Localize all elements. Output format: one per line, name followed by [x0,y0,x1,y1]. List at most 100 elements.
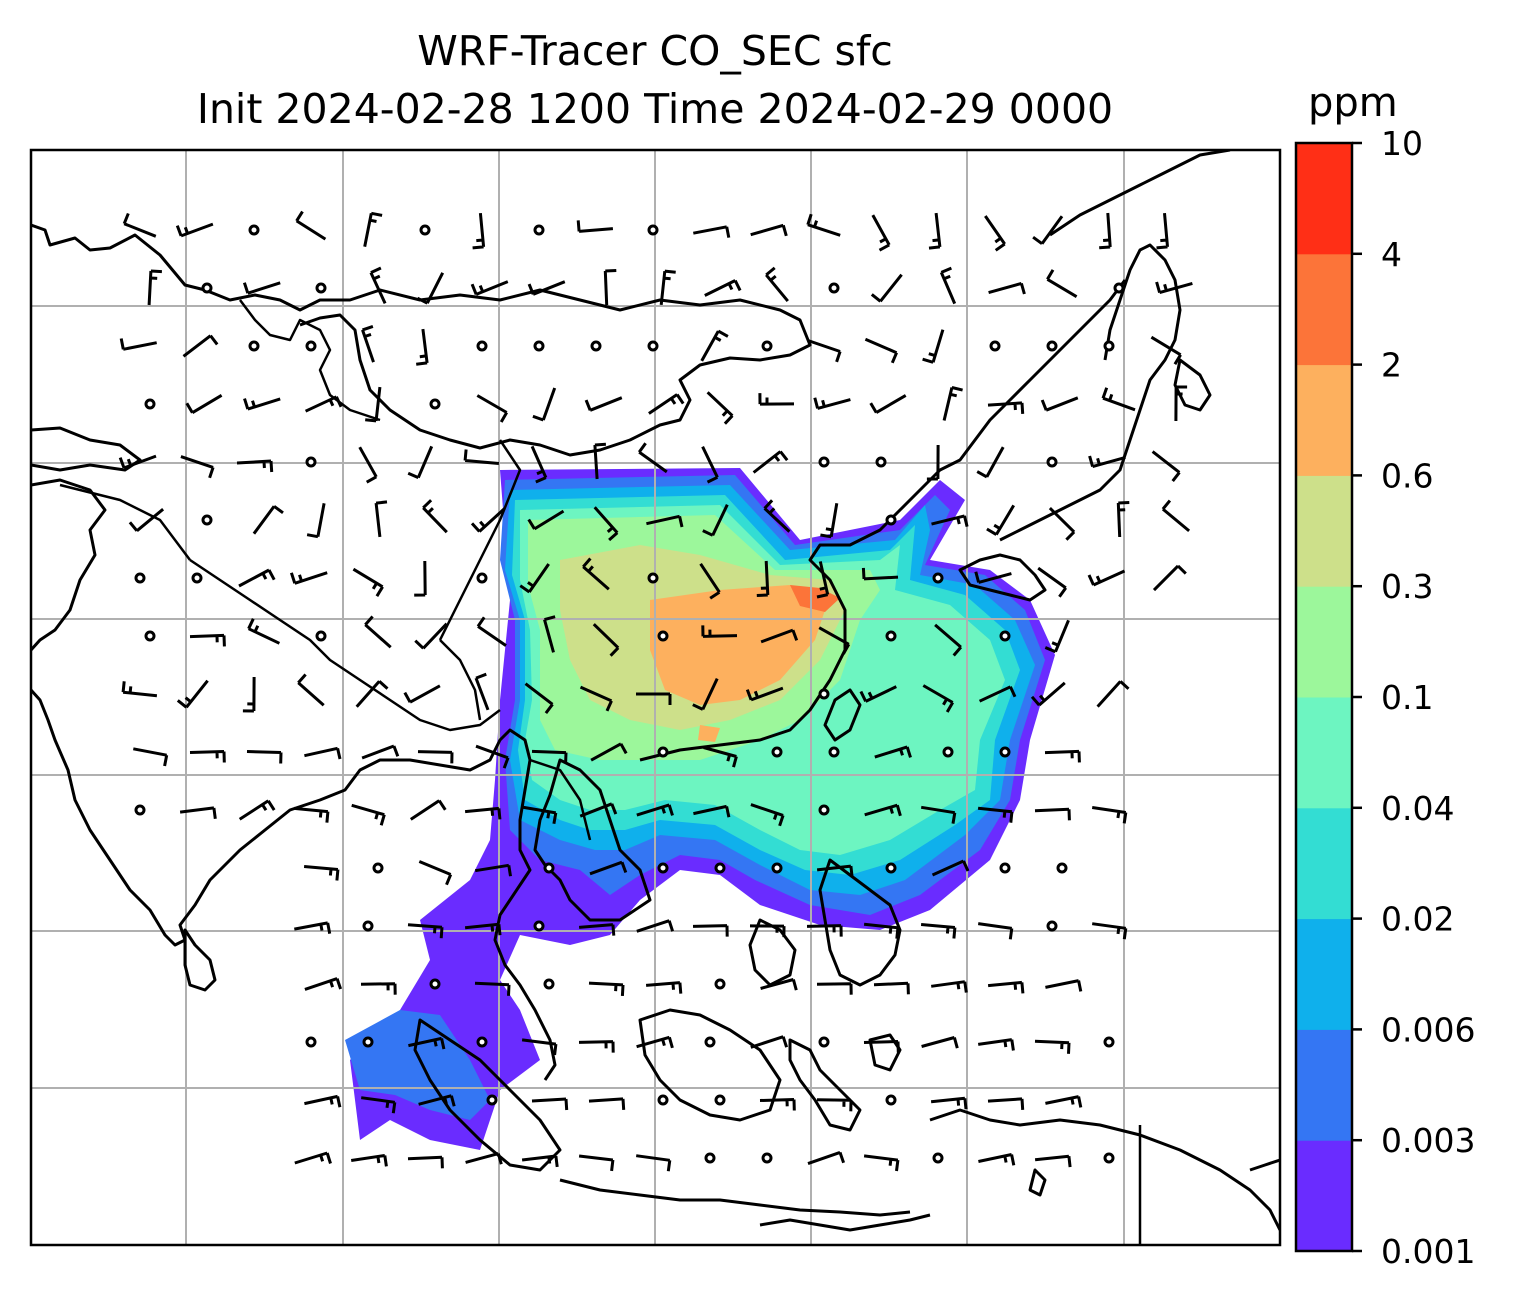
wind-barb [701,625,738,638]
wind-barb [579,802,618,818]
wind-barb [464,806,502,820]
wind-barb [636,803,674,817]
calm-circle [362,1036,374,1048]
wind-barb [350,1154,388,1167]
wind-barb [1044,619,1070,654]
wind-barb [416,328,429,366]
wind-barb [351,803,386,826]
wind-barb [1088,455,1126,469]
wind-barb [294,1151,332,1165]
wind-barb [760,628,799,644]
calm-circle [657,746,669,758]
wind-barb [242,281,281,295]
wind-barb [306,503,326,539]
wind-barb [807,339,842,363]
wind-barb [576,220,614,233]
colorbar-tick-label: 0.003 [1381,1121,1475,1160]
wind-barb [531,1097,569,1111]
calm-wind-markers [134,224,1125,1164]
wind-barb [978,685,1017,703]
latlon-gridlines [31,150,1280,1245]
wind-barb [417,750,454,764]
wind-barb [977,1038,1015,1051]
wind-barb [636,1035,674,1049]
wind-barb [871,214,891,252]
wind-barb [304,1094,342,1108]
colorbar-segment [1296,475,1352,587]
wind-barb [589,860,628,876]
colorbar-segment [1296,918,1352,1030]
wind-barb [521,805,558,824]
wind-barb [1034,1039,1071,1054]
calm-circle [1113,282,1125,294]
wind-barb [588,1097,626,1110]
calm-circle [1103,1152,1115,1164]
wind-barb [704,279,742,297]
wind-barb [1046,269,1078,298]
wind-barb [531,749,568,764]
wind-barb [593,506,619,542]
wind-barb [756,560,770,597]
wind-barb [1040,396,1079,412]
wind-barb [189,633,226,647]
wind-barb [363,211,383,247]
wind-barb [474,981,511,996]
wind-barb [369,266,387,305]
wind-barb [939,266,957,305]
calm-circle [201,514,213,526]
calm-circle [999,862,1011,874]
wind-barb [374,500,388,538]
calm-circle [875,456,887,468]
wind-barb [869,394,907,414]
calm-circle [1103,1036,1115,1048]
wind-barb [636,692,672,705]
wind-barb [118,454,157,470]
wind-barb [645,981,683,994]
calm-circle [305,1036,317,1048]
wind-barb [128,508,165,532]
calm-circle [248,340,260,352]
wind-barb [352,567,384,597]
wind-barb [1150,335,1182,365]
calm-circle [191,572,203,584]
wind-barb [806,213,841,237]
wind-barb [863,1040,900,1053]
wind-barb [922,684,954,713]
calm-circle [1046,456,1058,468]
wind-barb [475,744,510,769]
calm-circle [1046,340,1058,352]
wind-barb [1091,806,1128,824]
wind-barb [986,504,1015,536]
wind-barb [403,684,441,704]
wind-barb [706,391,734,425]
colorbar-segment [1296,586,1352,698]
calm-circle [144,630,156,642]
calm-circle [771,862,783,874]
wind-barb [1045,979,1083,992]
wind-barb [807,1150,846,1166]
wind-barb [703,746,738,768]
wind-barb [646,514,684,528]
wind-barb [635,1154,672,1172]
colorbar-segment [1296,697,1352,809]
wind-barb [524,682,554,714]
wind-barb [1151,450,1181,483]
wind-barb [243,397,281,411]
wind-barb [407,445,434,479]
wind-barb [543,615,556,653]
wind-barb [765,266,789,303]
wind-barb [700,329,729,362]
wind-barb [463,449,500,465]
calm-circle [885,630,897,642]
wind-barb [472,212,486,250]
wind-barb [297,673,325,707]
calm-circle [248,224,260,236]
wind-barb [873,981,910,995]
wind-barb [874,745,912,759]
wind-barb [930,1096,968,1110]
wind-barb [242,676,256,713]
wind-barb [1091,922,1128,940]
calm-circle [1046,920,1058,932]
calm-circle [818,688,830,700]
wind-barb [530,445,548,484]
